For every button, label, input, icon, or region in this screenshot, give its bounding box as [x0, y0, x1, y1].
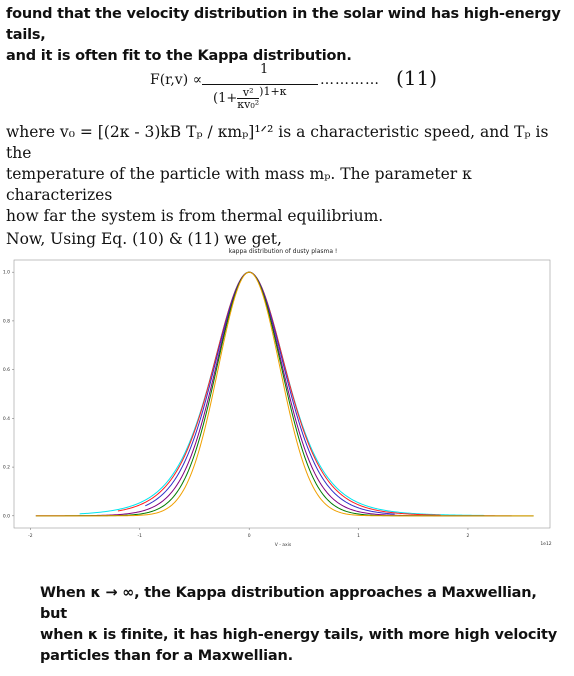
y-tick-label: 0.0	[3, 513, 10, 519]
series-line-2	[117, 271, 441, 516]
y-tick-label: 0.6	[3, 367, 10, 373]
series-line-6	[35, 271, 534, 517]
x-scale-label: 1e12	[540, 541, 551, 547]
body-paragraph: where v₀ = [(2κ - 3)kB Tₚ / κmₚ]¹ᐟ² is a…	[6, 122, 562, 250]
body-line: how far the system is from thermal equil…	[6, 207, 384, 225]
series-line-1	[79, 271, 485, 516]
intro-line: found that the velocity distribution in …	[6, 6, 561, 43]
plot-frame	[13, 259, 551, 529]
y-tick-label: 0.8	[3, 318, 10, 324]
equation-denominator: (1+ v² κv₀²)1+κ	[213, 85, 287, 111]
conclusion-line: particles than for a Maxwellian.	[40, 648, 293, 664]
x-tick-label: -2	[28, 533, 33, 539]
x-axis-label: V - axis	[275, 542, 292, 548]
body-line: temperature of the particle with mass mₚ…	[6, 165, 472, 204]
x-tick-label: 2	[467, 533, 470, 539]
intro-line: and it is often fit to the Kappa distrib…	[6, 48, 352, 64]
equation-numerator: 1	[260, 62, 269, 77]
den-inner-fraction: v² κv₀²	[237, 87, 260, 111]
x-tick-label: -1	[138, 533, 143, 539]
y-tick-label: 0.2	[3, 465, 10, 471]
intro-paragraph: found that the velocity distribution in …	[6, 4, 562, 67]
den-frac-bottom: κv₀²	[237, 98, 260, 111]
series-line-4	[35, 271, 512, 517]
equation-lhs: F(r,v) ∝	[150, 72, 203, 88]
conclusion-line: When κ → ∞, the Kappa distribution appro…	[40, 585, 537, 622]
equation-number: (11)	[396, 66, 438, 90]
y-tick-label: 1.0	[3, 270, 10, 276]
series-line-5	[35, 271, 534, 517]
equation-dots: …………	[320, 72, 380, 88]
x-tick-label: 1	[357, 533, 360, 539]
den-frac-top: v²	[237, 87, 260, 99]
equation-11: F(r,v) ∝ 1 (1+ v² κv₀²)1+κ ………… (11)	[150, 62, 450, 114]
den-open: (1+	[213, 91, 238, 106]
chart-title: kappa distribution of dusty plasma !	[229, 248, 338, 255]
conclusion-line: when κ is finite, it has high-energy tai…	[40, 627, 558, 643]
den-close: )1+κ	[259, 85, 287, 98]
kappa-distribution-chart: kappa distribution of dusty plasma ! 0.0…	[3, 248, 552, 548]
conclusion-paragraph: When κ → ∞, the Kappa distribution appro…	[40, 583, 560, 667]
series-line-3	[145, 271, 395, 515]
y-tick-label: 0.4	[3, 416, 10, 422]
x-tick-label: 0	[248, 533, 251, 539]
body-line: Now, Using Eq. (10) & (11) we get,	[6, 230, 282, 248]
fraction-bar	[202, 84, 318, 85]
body-line: where v₀ = [(2κ - 3)kB Tₚ / κmₚ]¹ᐟ² is a…	[6, 123, 549, 162]
